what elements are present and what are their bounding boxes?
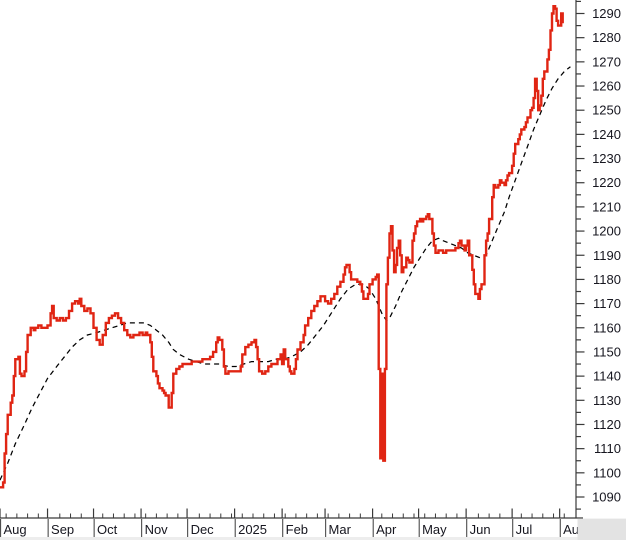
svg-text:1260: 1260 bbox=[592, 79, 621, 94]
svg-text:Oct: Oct bbox=[97, 522, 118, 537]
svg-text:Jun: Jun bbox=[470, 522, 491, 537]
y-axis-labels: 1090 1100 1110 1120 1130 1140 1150 1160 1170 1180… bbox=[592, 6, 621, 505]
svg-text:1210: 1210 bbox=[592, 199, 621, 214]
svg-text:1280: 1280 bbox=[592, 30, 621, 45]
axes bbox=[0, 0, 583, 519]
svg-text:1130: 1130 bbox=[593, 393, 621, 408]
moving-average-line bbox=[0, 66, 571, 481]
y-axis-ticks bbox=[576, 0, 585, 510]
svg-text:1120: 1120 bbox=[593, 417, 621, 432]
bottom-strip bbox=[0, 537, 626, 540]
svg-text:Jul: Jul bbox=[516, 522, 533, 537]
month-labels-row: Aug Sep Oct Nov Dec 2025 Feb Mar Apr May Jun Jul Aug bbox=[0, 519, 586, 537]
svg-text:1110: 1110 bbox=[594, 441, 621, 456]
svg-text:1160: 1160 bbox=[593, 320, 621, 335]
price-line bbox=[0, 5, 564, 489]
svg-text:Nov: Nov bbox=[145, 522, 169, 537]
svg-text:Aug: Aug bbox=[4, 522, 27, 537]
svg-text:1200: 1200 bbox=[592, 224, 621, 239]
x-axis-ticks bbox=[0, 508, 565, 518]
svg-text:1140: 1140 bbox=[593, 369, 621, 384]
svg-text:1170: 1170 bbox=[593, 296, 621, 311]
svg-text:1150: 1150 bbox=[593, 344, 621, 359]
svg-text:Sep: Sep bbox=[51, 522, 74, 537]
svg-text:Mar: Mar bbox=[329, 522, 352, 537]
svg-text:Feb: Feb bbox=[286, 522, 308, 537]
svg-text:1220: 1220 bbox=[592, 175, 621, 190]
svg-text:1090: 1090 bbox=[592, 490, 621, 505]
svg-text:1190: 1190 bbox=[593, 248, 621, 263]
svg-text:May: May bbox=[422, 522, 447, 537]
svg-text:1290: 1290 bbox=[592, 6, 621, 21]
svg-text:Dec: Dec bbox=[191, 522, 215, 537]
svg-text:1250: 1250 bbox=[592, 103, 621, 118]
svg-text:1180: 1180 bbox=[593, 272, 621, 287]
svg-text:1270: 1270 bbox=[592, 54, 621, 69]
svg-text:1230: 1230 bbox=[592, 151, 621, 166]
svg-text:2025: 2025 bbox=[238, 522, 267, 537]
svg-text:1240: 1240 bbox=[592, 127, 621, 142]
corner-box bbox=[577, 518, 626, 540]
svg-text:1100: 1100 bbox=[593, 465, 621, 480]
svg-text:Apr: Apr bbox=[376, 522, 397, 537]
